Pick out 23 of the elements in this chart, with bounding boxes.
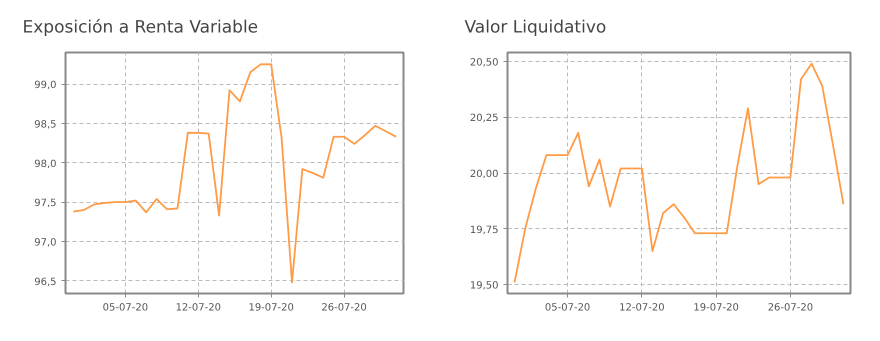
x-tick-label: 26-07-20	[768, 302, 814, 314]
y-tick-label: 20,00	[470, 169, 499, 180]
y-tick-label: 98,5	[34, 119, 56, 130]
x-tick-label: 05-07-20	[102, 302, 148, 314]
y-tick-label: 97,5	[34, 198, 56, 210]
x-tick-label: 05-07-20	[544, 302, 590, 314]
line-series	[72, 63, 398, 284]
chart-title: Valor Liquidativo	[464, 18, 606, 38]
x-tick-label: 19-07-20	[693, 302, 739, 314]
x-tick-label: 12-07-20	[619, 302, 665, 314]
x-tick-label: 12-07-20	[176, 302, 221, 314]
chart-title: Exposición a Renta Variable	[22, 18, 258, 38]
line-series	[514, 62, 844, 284]
y-tick-label: 20,50	[470, 57, 499, 68]
y-tick-label: 20,25	[470, 113, 499, 124]
y-tick-label: 98,0	[34, 158, 56, 170]
y-tick-label: 99,0	[34, 80, 56, 92]
y-tick-label: 19,75	[470, 224, 499, 236]
y-tick-label: 19,50	[470, 280, 499, 292]
y-tick-label: 96,5	[34, 276, 56, 288]
x-tick-label: 19-07-20	[248, 302, 294, 314]
x-tick-label: 26-07-20	[321, 302, 367, 314]
y-tick-label: 97,0	[34, 238, 56, 249]
